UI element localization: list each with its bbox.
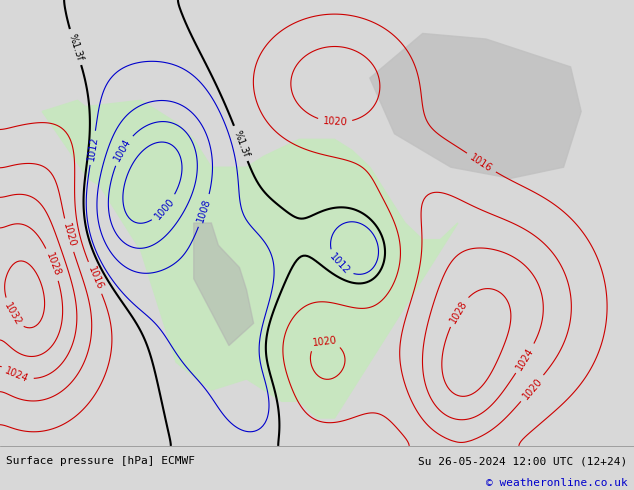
Text: %1.3f: %1.3f bbox=[67, 32, 84, 62]
Text: 1004: 1004 bbox=[112, 137, 133, 163]
Text: 1032: 1032 bbox=[2, 300, 23, 327]
Text: 1028: 1028 bbox=[448, 298, 469, 324]
Text: 1016: 1016 bbox=[469, 152, 495, 173]
Text: 1024: 1024 bbox=[4, 366, 30, 384]
Text: 1016: 1016 bbox=[86, 265, 105, 291]
Text: 1012: 1012 bbox=[86, 135, 100, 161]
Text: Surface pressure [hPa] ECMWF: Surface pressure [hPa] ECMWF bbox=[6, 456, 195, 466]
Text: 1012: 1012 bbox=[327, 252, 351, 277]
Text: 1020: 1020 bbox=[61, 222, 77, 248]
Polygon shape bbox=[194, 223, 254, 345]
Text: 1000: 1000 bbox=[153, 196, 177, 221]
Text: 1020: 1020 bbox=[323, 116, 347, 128]
Polygon shape bbox=[370, 33, 581, 178]
Text: 1008: 1008 bbox=[196, 197, 213, 224]
Polygon shape bbox=[42, 100, 158, 212]
Polygon shape bbox=[42, 100, 458, 418]
Text: © weatheronline.co.uk: © weatheronline.co.uk bbox=[486, 478, 628, 489]
Text: 1020: 1020 bbox=[521, 376, 544, 401]
Text: %1.3f: %1.3f bbox=[231, 129, 250, 158]
Text: 1020: 1020 bbox=[312, 335, 337, 347]
Text: Su 26-05-2024 12:00 UTC (12+24): Su 26-05-2024 12:00 UTC (12+24) bbox=[418, 456, 628, 466]
Text: 1028: 1028 bbox=[44, 251, 62, 278]
Text: 1024: 1024 bbox=[514, 345, 536, 371]
